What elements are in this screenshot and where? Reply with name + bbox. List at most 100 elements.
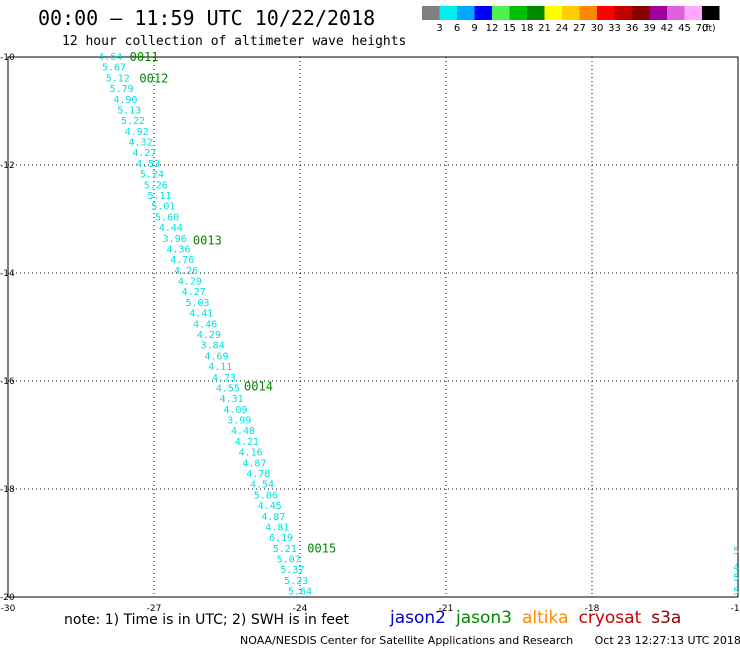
wave-height-value: 4.92 xyxy=(125,127,149,138)
wave-height-value: 4.54 xyxy=(250,480,274,491)
scale-swatch xyxy=(457,6,475,20)
scale-label: 18 xyxy=(521,23,534,34)
wave-height-value: 5.37 xyxy=(280,565,304,576)
wave-height-value: 4.27 xyxy=(182,287,206,298)
wave-height-value: 6.19 xyxy=(269,533,293,544)
lon-tick-label: -24 xyxy=(293,604,308,614)
scale-label: 6 xyxy=(454,23,460,34)
lon-tick-label: -15 xyxy=(731,604,740,614)
wave-height-value: 3.84 xyxy=(201,341,225,352)
chart-title: 00:00 – 11:59 UTC 10/22/2018 xyxy=(38,6,376,30)
wave-height-value: 4.64 xyxy=(98,52,122,63)
note-text: note: 1) Time is in UTC; 2) SWH is in fe… xyxy=(64,612,350,628)
wave-height-value: 5.06 xyxy=(254,490,278,501)
scale-swatch xyxy=(422,6,440,20)
chart-subtitle: 12 hour collection of altimeter wave hei… xyxy=(62,34,407,49)
scale-swatch xyxy=(509,6,527,20)
edge-wave-value: 4 xyxy=(733,562,739,573)
wave-height-value: 4.44 xyxy=(159,223,183,234)
wave-height-value: 4.11 xyxy=(208,362,232,373)
scale-label: 3 xyxy=(436,23,442,34)
lat-tick-label: -20 xyxy=(0,593,15,603)
credit-text: NOAA/NESDIS Center for Satellite Applica… xyxy=(240,634,574,647)
wave-height-value: 4.32 xyxy=(129,138,153,149)
satellite-altika: altika xyxy=(522,608,569,628)
lon-tick-label: -21 xyxy=(439,604,454,614)
wave-height-value: 4.81 xyxy=(265,522,289,533)
wave-height-value: 4.46 xyxy=(193,319,217,330)
wave-height-value: 4.29 xyxy=(178,277,202,288)
lon-tick-label: -18 xyxy=(585,604,600,614)
wave-height-value: 4.55 xyxy=(216,383,240,394)
color-scale-legend: 3 6 9 12 15 18 21 24 27 30 33 36 39 42 45 70(ft) xyxy=(422,6,720,34)
wave-height-value: 4.27 xyxy=(132,148,156,159)
wave-height-value: 3.96 xyxy=(163,234,187,245)
scale-swatch xyxy=(474,6,492,20)
wave-height-value: 5.22 xyxy=(121,116,145,127)
scale-swatch xyxy=(562,6,580,20)
wave-height-value: 5.67 xyxy=(102,63,126,74)
scale-swatch xyxy=(544,6,562,20)
wave-height-value: 5.79 xyxy=(110,84,134,95)
wave-height-value: 4.16 xyxy=(239,448,263,459)
edge-wave-value: 5. xyxy=(733,573,740,584)
generated-timestamp: Oct 23 12:27:13 UTC 2018 xyxy=(594,634,740,647)
scale-swatch xyxy=(492,6,510,20)
wave-height-value: 4.26 xyxy=(174,266,198,277)
wave-height-value: 4.78 xyxy=(246,469,270,480)
wave-height-value: 4.69 xyxy=(204,351,228,362)
wave-height-value: 5.12 xyxy=(106,73,130,84)
wave-height-value: 5.21 xyxy=(273,544,297,555)
time-label: 0014 xyxy=(244,379,273,393)
wave-height-value: 4.73 xyxy=(212,373,236,384)
time-label: 0012 xyxy=(139,72,168,86)
wave-height-value: 4.09 xyxy=(223,405,247,416)
scale-label: 33 xyxy=(608,23,621,34)
wave-height-value: 4.87 xyxy=(261,512,285,523)
wave-height-value: 5.07 xyxy=(277,555,301,566)
scale-swatch xyxy=(632,6,650,20)
wave-height-value: 4.21 xyxy=(235,437,259,448)
wave-height-value: 5.11 xyxy=(148,191,172,202)
scale-label: 45 xyxy=(678,23,691,34)
scale-swatch xyxy=(649,6,667,20)
lat-tick-label: -12 xyxy=(0,161,15,171)
lat-tick-label: -14 xyxy=(0,269,15,279)
time-label: 0015 xyxy=(307,541,336,555)
scale-label: 30 xyxy=(591,23,604,34)
wave-height-value: 4.45 xyxy=(258,501,282,512)
scale-label: 21 xyxy=(538,23,551,34)
wave-height-value: 5.24 xyxy=(140,170,164,181)
wave-height-value: 4.31 xyxy=(220,394,244,405)
wave-height-value: 4.41 xyxy=(189,309,213,320)
scale-swatch xyxy=(614,6,632,20)
satellite-s3a: s3a xyxy=(651,608,682,628)
scale-label: 70 xyxy=(696,23,709,34)
wave-height-value: 4.76 xyxy=(170,255,194,266)
wave-height-value: 3.99 xyxy=(227,416,251,427)
wave-height-value: 5.01 xyxy=(151,202,175,213)
lon-tick-label: -30 xyxy=(1,604,16,614)
scale-swatch xyxy=(684,6,702,20)
credit-line: NOAA/NESDIS Center for Satellite Applica… xyxy=(240,634,740,647)
satellite-jason2: jason2 xyxy=(390,608,446,628)
wave-height-value: 4.29 xyxy=(197,330,221,341)
lon-tick-label: -27 xyxy=(147,604,162,614)
scale-swatch xyxy=(579,6,597,20)
scale-label: 39 xyxy=(643,23,656,34)
wave-height-value: 5.13 xyxy=(117,105,141,116)
wave-height-value: 4.48 xyxy=(231,426,255,437)
edge-wave-value: 5.0 xyxy=(733,587,740,598)
scale-label: 15 xyxy=(503,23,516,34)
scale-label: 24 xyxy=(556,23,569,34)
scale-swatch xyxy=(702,6,720,20)
scale-swatch xyxy=(597,6,615,20)
scale-label: 42 xyxy=(661,23,674,34)
wave-height-value: 4.87 xyxy=(242,458,266,469)
wave-height-value: 5.64 xyxy=(288,587,312,598)
lat-tick-label: -18 xyxy=(0,485,15,495)
lat-tick-label: -10 xyxy=(0,53,15,63)
time-label: 0013 xyxy=(193,234,222,248)
satellite-jason3: jason3 xyxy=(456,608,512,628)
